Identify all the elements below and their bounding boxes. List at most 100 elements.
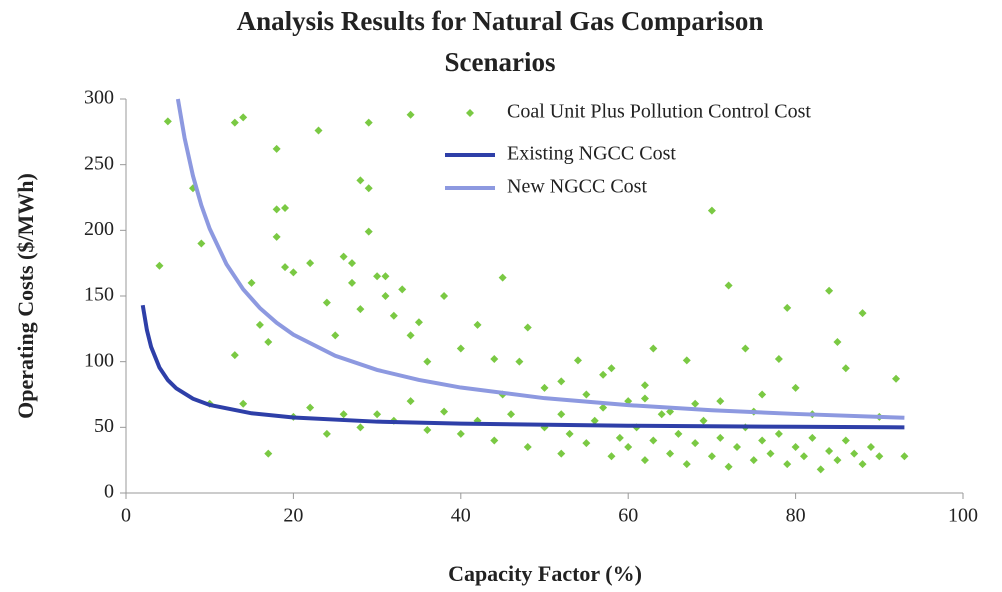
- y-axis-label: Operating Costs ($/MWh): [13, 173, 38, 419]
- point: [306, 259, 315, 268]
- point: [607, 452, 616, 461]
- point: [590, 416, 599, 425]
- point: [331, 331, 340, 340]
- x-tick-label: 20: [283, 505, 303, 527]
- point: [414, 318, 423, 327]
- point: [816, 465, 825, 474]
- point: [423, 425, 432, 434]
- point: [607, 364, 616, 373]
- point: [406, 331, 415, 340]
- point: [230, 118, 239, 127]
- point: [557, 449, 566, 458]
- point: [281, 204, 290, 213]
- point: [406, 397, 415, 406]
- line: [140, 304, 905, 430]
- point: [749, 456, 758, 465]
- legend-label: New NGCC Cost: [507, 176, 647, 198]
- point: [657, 410, 666, 419]
- point: [163, 117, 172, 126]
- point: [373, 272, 382, 281]
- point: [649, 436, 658, 445]
- point: [515, 357, 524, 366]
- x-axis-label: Capacity Factor (%): [448, 561, 642, 586]
- point: [197, 239, 206, 248]
- point: [841, 436, 850, 445]
- point: [322, 298, 331, 307]
- point: [582, 439, 591, 448]
- y-tick-label: 300: [84, 87, 114, 109]
- point: [640, 381, 649, 390]
- point: [582, 390, 591, 399]
- point: [565, 429, 574, 438]
- point: [364, 184, 373, 193]
- point: [306, 403, 315, 412]
- point: [540, 383, 549, 392]
- point: [799, 452, 808, 461]
- y-tick-label: 50: [94, 415, 114, 437]
- point: [239, 113, 248, 122]
- point: [875, 452, 884, 461]
- point: [347, 278, 356, 287]
- point: [850, 449, 859, 458]
- point: [398, 285, 407, 294]
- point: [841, 364, 850, 373]
- point: [649, 344, 658, 353]
- point: [783, 460, 792, 469]
- point: [707, 206, 716, 215]
- point: [674, 429, 683, 438]
- point: [640, 394, 649, 403]
- point: [833, 337, 842, 346]
- point: [808, 433, 817, 442]
- point: [406, 110, 415, 119]
- y-tick-label: 200: [84, 218, 114, 240]
- point: [791, 443, 800, 452]
- point: [490, 436, 499, 445]
- point: [557, 377, 566, 386]
- point: [339, 252, 348, 261]
- chart-title: Analysis Results for Natural Gas Compari…: [237, 6, 764, 36]
- point: [707, 452, 716, 461]
- point: [783, 303, 792, 312]
- point: [573, 356, 582, 365]
- point: [825, 286, 834, 295]
- point: [666, 449, 675, 458]
- point: [892, 374, 901, 383]
- point: [699, 416, 708, 425]
- point: [339, 410, 348, 419]
- legend-swatch: [466, 109, 474, 117]
- point: [741, 344, 750, 353]
- legend-label: Coal Unit Plus Pollution Control Cost: [507, 101, 811, 123]
- point: [599, 403, 608, 412]
- point: [900, 452, 909, 461]
- point: [264, 449, 273, 458]
- x-tick-label: 60: [618, 505, 638, 527]
- point: [364, 118, 373, 127]
- point: [858, 460, 867, 469]
- point: [774, 429, 783, 438]
- point: [373, 410, 382, 419]
- point: [255, 320, 264, 329]
- y-tick-label: 250: [84, 152, 114, 174]
- y-tick-label: 0: [104, 481, 114, 503]
- point: [791, 383, 800, 392]
- point: [356, 423, 365, 432]
- point: [456, 344, 465, 353]
- point: [155, 261, 164, 270]
- point: [281, 263, 290, 272]
- point: [523, 443, 532, 452]
- point: [858, 309, 867, 318]
- point: [322, 429, 331, 438]
- point: [758, 436, 767, 445]
- point: [272, 232, 281, 241]
- x-tick-label: 100: [948, 505, 978, 527]
- point: [691, 439, 700, 448]
- point: [716, 433, 725, 442]
- point: [507, 410, 516, 419]
- point: [356, 176, 365, 185]
- point: [490, 355, 499, 364]
- point: [230, 351, 239, 360]
- point: [766, 449, 775, 458]
- point: [866, 443, 875, 452]
- y-tick-label: 150: [84, 284, 114, 306]
